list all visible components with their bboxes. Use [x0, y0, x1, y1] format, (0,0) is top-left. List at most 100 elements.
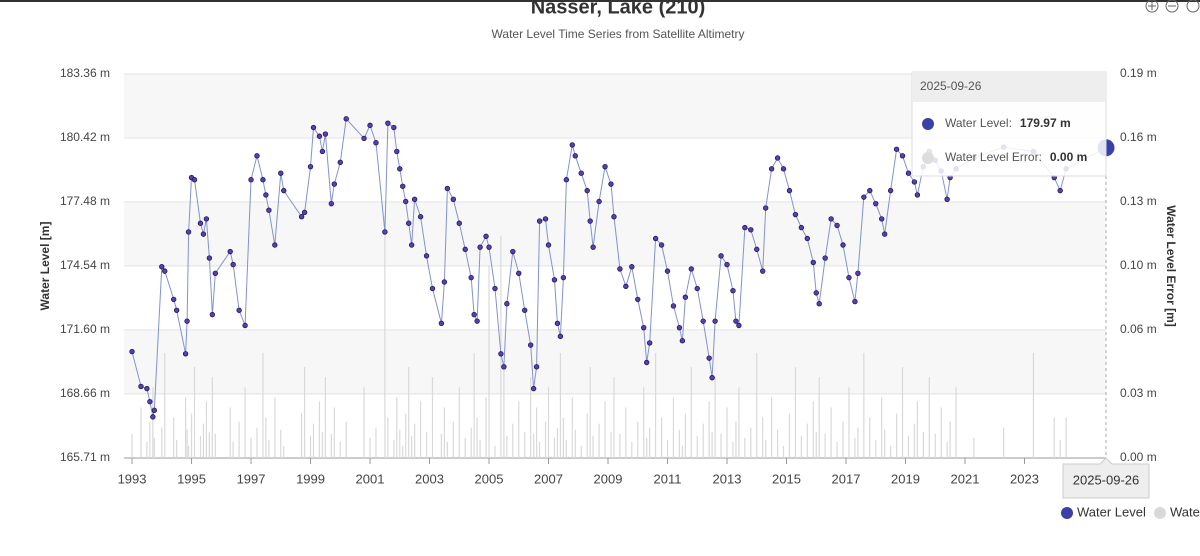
water-level-point [185, 229, 192, 235]
error-bar [714, 377, 716, 458]
error-bar [955, 387, 957, 458]
error-bar [890, 445, 892, 458]
error-bar [375, 427, 377, 458]
error-bar [131, 433, 133, 458]
error-bar [842, 421, 844, 458]
reset-zoom[interactable] [1186, 0, 1200, 13]
water-level-point [629, 264, 635, 270]
error-bar [598, 423, 600, 458]
error-bar [419, 401, 422, 458]
error-bar [324, 377, 326, 458]
legend-marker [1154, 507, 1166, 519]
error-bar [524, 431, 526, 458]
error-bar [824, 433, 826, 458]
error-bar [443, 407, 445, 458]
x-tick-label: 2001 [356, 471, 385, 486]
water-level-point [551, 277, 558, 283]
error-bar [571, 397, 573, 458]
error-bar [848, 387, 850, 458]
water-level-point [688, 266, 695, 272]
x-tick-label: 1997 [237, 471, 266, 486]
error-bar [518, 401, 520, 458]
error-bar [782, 445, 785, 458]
y2-tick-label: 0.10 m [1120, 258, 1157, 272]
water-level-point [266, 207, 272, 213]
error-bar [262, 352, 264, 458]
water-level-point [147, 398, 153, 405]
y-tick-label: 168.66 m [60, 386, 110, 400]
water-level-point [682, 294, 689, 300]
error-bar [684, 413, 686, 458]
error-bar [553, 437, 556, 458]
water-level-point [718, 253, 724, 259]
error-bar [312, 423, 315, 458]
water-level-line [131, 117, 1107, 418]
error-bar [788, 413, 791, 458]
error-bar [318, 401, 321, 458]
water-level-point [899, 153, 906, 159]
error-bar [672, 397, 675, 458]
water-level-point [272, 242, 278, 248]
water-level-point [429, 285, 436, 292]
water-level-point [301, 209, 308, 216]
y-tick-label: 171.60 m [60, 322, 110, 336]
tooltip-value: 179.97 m [1020, 116, 1071, 130]
error-bar [256, 427, 258, 458]
error-bar [321, 431, 324, 458]
error-bar [907, 435, 910, 458]
water-level-point [822, 255, 828, 261]
water-level-point [129, 348, 135, 355]
error-bar [396, 397, 398, 458]
error-bar [479, 439, 481, 458]
water-level-point [173, 307, 180, 313]
error-bar [678, 429, 681, 458]
water-level-point [423, 253, 430, 259]
error-bar [503, 367, 505, 458]
plot-band [124, 393, 1106, 458]
error-bar [146, 441, 148, 458]
y2-tick-label: 0.00 m [1120, 450, 1157, 464]
water-level-point [322, 131, 329, 137]
error-bar [476, 417, 478, 458]
plot-band [124, 201, 1106, 266]
water-level-point [643, 359, 650, 366]
error-bar [208, 431, 210, 458]
water-level-point [394, 148, 400, 155]
error-bar [863, 352, 865, 458]
error-bar [794, 367, 797, 458]
error-bar [184, 397, 187, 458]
error-bar [280, 429, 282, 458]
water-level-point [944, 196, 950, 203]
error-bar [643, 387, 645, 458]
error-bar [771, 397, 773, 458]
y-tick-label: 174.54 m [60, 258, 110, 272]
water-level-point [212, 270, 219, 276]
water-level-point [343, 116, 349, 122]
zoom-out[interactable] [1165, 0, 1179, 13]
water-level-point [367, 122, 373, 129]
error-bar [190, 413, 193, 458]
water-level-point [658, 242, 665, 248]
plot-band [124, 329, 1106, 394]
error-bar [574, 429, 576, 458]
y2-tick-label: 0.03 m [1120, 386, 1157, 400]
error-bar [666, 439, 669, 458]
water-level-point [403, 198, 409, 205]
y-tick-label: 177.48 m [60, 194, 110, 208]
error-bar [229, 407, 231, 458]
error-bar [452, 421, 454, 458]
zoom-in[interactable] [1145, 0, 1159, 13]
error-bar [875, 439, 877, 458]
water-level-point [203, 216, 210, 222]
error-bar [830, 407, 832, 458]
error-bar [408, 367, 410, 458]
water-level-point [150, 414, 156, 420]
water-level-point [400, 183, 406, 189]
error-bar [411, 435, 413, 458]
error-bar [711, 431, 713, 458]
water-level-point [887, 187, 894, 194]
water-level-point [227, 248, 233, 255]
error-bar [488, 266, 490, 458]
error-bar [186, 429, 188, 458]
water-level-point [810, 259, 816, 266]
